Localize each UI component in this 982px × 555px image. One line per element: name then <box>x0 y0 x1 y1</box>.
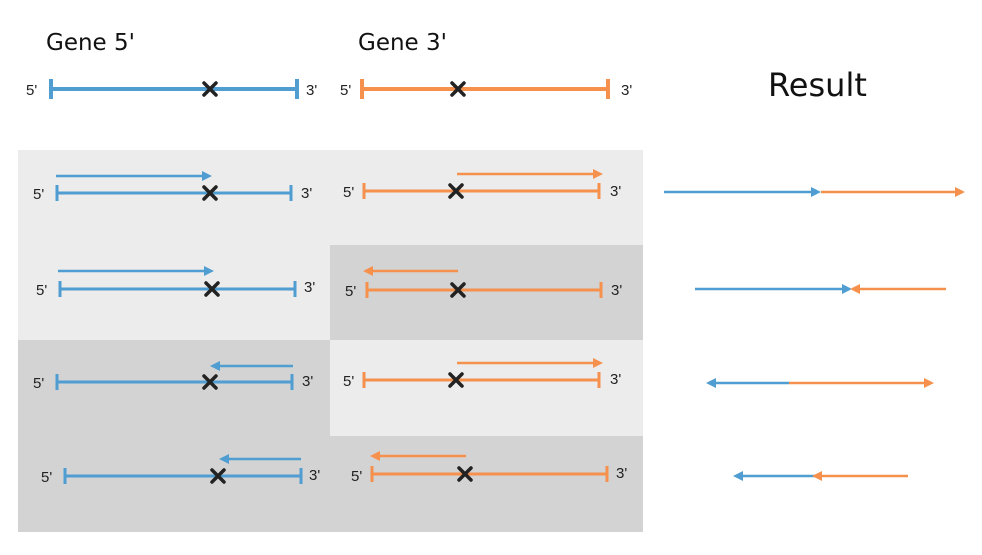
row-3-result <box>706 378 934 388</box>
gene5-panel-bottom <box>18 340 330 532</box>
five-prime-label: 5' <box>343 184 354 201</box>
three-prime-label: 3' <box>304 279 315 296</box>
three-prime-label: 3' <box>301 185 312 202</box>
row-2-gene5: 5' 3' <box>36 266 315 299</box>
three-prime-label: 3' <box>611 282 622 299</box>
row-1-gene5: 5' 3' <box>33 171 312 203</box>
gene3-panel-row1 <box>330 150 643 245</box>
five-prime-label: 5' <box>340 82 351 99</box>
three-prime-label: 3' <box>616 465 627 482</box>
gene3-panel-row2 <box>330 245 643 340</box>
five-prime-label: 5' <box>345 283 356 300</box>
row-4-result <box>733 471 908 481</box>
row-4-gene5: 5' 3' <box>41 454 320 486</box>
breakpoint-mark <box>202 81 218 97</box>
row-2-gene3: 5' 3' <box>345 266 622 300</box>
row-1-result <box>664 187 965 197</box>
breakpoint-mark <box>450 81 466 97</box>
five-prime-label: 5' <box>36 282 47 299</box>
panel-backgrounds <box>18 150 643 532</box>
row-2-result <box>695 284 946 294</box>
reference-gene5: 5' 3' <box>26 79 317 99</box>
three-prime-label: 3' <box>306 82 317 99</box>
five-prime-label: 5' <box>351 468 362 485</box>
five-prime-label: 5' <box>41 469 52 486</box>
row-1-gene3: 5' 3' <box>343 169 621 201</box>
gene5-header: Gene 5' <box>46 30 135 56</box>
three-prime-label: 3' <box>309 467 320 484</box>
three-prime-label: 3' <box>302 373 313 390</box>
five-prime-label: 5' <box>343 373 354 390</box>
five-prime-label: 5' <box>33 375 44 392</box>
gene3-panel-row3 <box>330 340 643 436</box>
gene3-panel-row4 <box>330 436 643 532</box>
gene3-header: Gene 3' <box>358 30 447 56</box>
five-prime-label: 5' <box>33 186 44 203</box>
five-prime-label: 5' <box>26 82 37 99</box>
row-3-gene5: 5' 3' <box>33 361 313 392</box>
row-3-gene3: 5' 3' <box>343 358 621 390</box>
row-4-gene3: 5' 3' <box>351 451 627 485</box>
gene5-panel-top <box>18 150 330 340</box>
reference-gene3: 5' 3' <box>340 79 632 99</box>
result-header: Result <box>768 66 867 104</box>
three-prime-label: 3' <box>621 82 632 99</box>
three-prime-label: 3' <box>610 183 621 200</box>
three-prime-label: 3' <box>610 371 621 388</box>
